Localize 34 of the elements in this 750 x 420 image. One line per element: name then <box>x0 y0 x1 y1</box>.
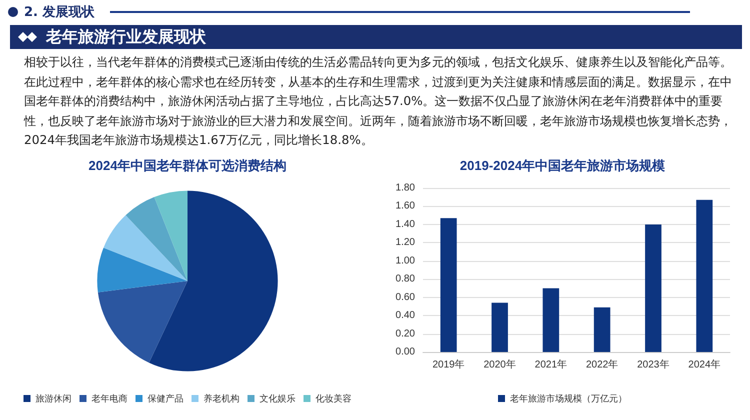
bar <box>542 288 560 352</box>
text: 2. 发展现状 <box>24 4 95 21</box>
x-tick-label: 2022年 <box>586 358 618 370</box>
legend-label: 化妆美容 <box>316 394 352 404</box>
legend-label: 保健产品 <box>148 394 184 404</box>
legend-label: 养老机构 <box>204 394 240 404</box>
legend-label: 老年旅游市场规模（万亿元） <box>510 394 627 404</box>
x-tick-label: 2024年 <box>688 358 721 370</box>
text: 相较于以往，当代老年群体的消费模式已逐渐由传统的生活必需品转向更为多元的领域，包括文化娱乐、健康养生以及智能化产品等。在此过程中，老年群体的核心需求也在经历转变，从基本的生存和生理需求，过渡到更为关注健康和情感层面的满足。数据显示，在中国老年群体的消费结构中，旅游休闲活动占据了主导地位，占比高达57.0%。这一数据不仅凸显了旅游休闲在老年消费群体中的重要性，也反映了老年旅游市场对于旅游业的巨大潜力和发展空间。近两年，随着旅游市场不断回暖，老年旅游市场规模也恢复增长态势，2024年我国老年旅游市场规模达1.67万亿元，同比增长18.8%。 <box>24 54 733 149</box>
legend-label: 旅游休闲 <box>36 394 72 404</box>
y-tick-label: 1.20 <box>396 237 416 248</box>
y-tick-label: 0.20 <box>396 328 416 340</box>
x-tick-label: 2020年 <box>484 358 516 370</box>
bar <box>645 224 662 352</box>
x-tick-label: 2021年 <box>534 358 568 370</box>
y-tick-label: 0.60 <box>396 292 416 303</box>
bar <box>440 218 457 352</box>
y-tick-label: 1.00 <box>396 255 416 266</box>
y-tick-label: 1.80 <box>396 182 416 194</box>
legend-label: 文化娱乐 <box>260 394 296 404</box>
chart-title: 2024年中国老年群体可选消费结构 <box>88 158 286 173</box>
x-tick-label: 2019年 <box>432 358 465 370</box>
bar <box>696 200 713 352</box>
y-tick-label: 1.60 <box>396 200 416 212</box>
y-tick-label: 1.40 <box>396 218 416 230</box>
y-tick-label: 0.40 <box>396 310 416 322</box>
bar <box>594 307 610 352</box>
y-tick-label: 0.80 <box>396 274 416 285</box>
chart-title: 2019-2024年中国老年旅游市场规模 <box>460 158 666 173</box>
bar <box>492 302 508 352</box>
x-tick-label: 2023年 <box>637 358 670 370</box>
text: 老年旅游行业发展现状 <box>46 26 206 48</box>
y-tick-label: 0.00 <box>396 346 416 358</box>
legend-label: 老年电商 <box>92 394 128 404</box>
